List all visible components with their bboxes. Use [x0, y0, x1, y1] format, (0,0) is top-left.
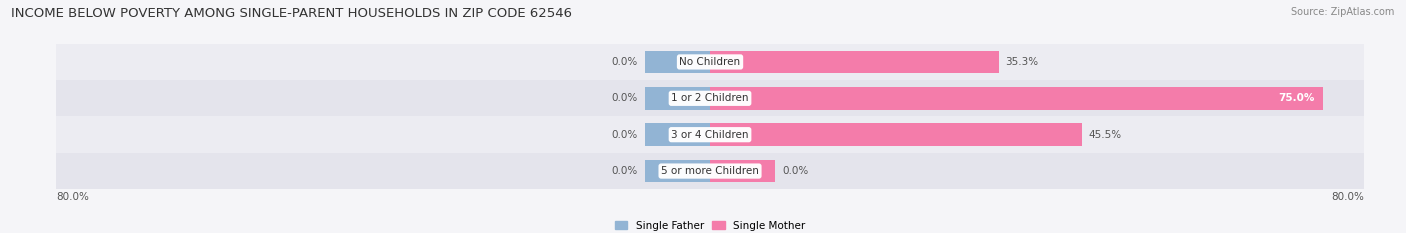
- Text: INCOME BELOW POVERTY AMONG SINGLE-PARENT HOUSEHOLDS IN ZIP CODE 62546: INCOME BELOW POVERTY AMONG SINGLE-PARENT…: [11, 7, 572, 20]
- Bar: [644, 160, 710, 182]
- Text: 3 or 4 Children: 3 or 4 Children: [671, 130, 749, 140]
- Bar: [710, 87, 1323, 110]
- Bar: [56, 153, 1364, 189]
- Text: 0.0%: 0.0%: [612, 93, 638, 103]
- Text: 1 or 2 Children: 1 or 2 Children: [671, 93, 749, 103]
- Bar: [644, 51, 710, 73]
- Text: 5 or more Children: 5 or more Children: [661, 166, 759, 176]
- Text: 0.0%: 0.0%: [612, 57, 638, 67]
- Bar: [710, 123, 1081, 146]
- Bar: [56, 80, 1364, 116]
- Bar: [644, 123, 710, 146]
- Legend: Single Father, Single Mother: Single Father, Single Mother: [614, 221, 806, 231]
- Text: 0.0%: 0.0%: [612, 130, 638, 140]
- Text: 0.0%: 0.0%: [782, 166, 808, 176]
- Text: 0.0%: 0.0%: [612, 166, 638, 176]
- Bar: [644, 87, 710, 110]
- Text: 80.0%: 80.0%: [1331, 192, 1364, 202]
- Text: 35.3%: 35.3%: [1005, 57, 1038, 67]
- Text: 75.0%: 75.0%: [1278, 93, 1315, 103]
- Text: 45.5%: 45.5%: [1088, 130, 1122, 140]
- Text: 80.0%: 80.0%: [56, 192, 89, 202]
- Text: Source: ZipAtlas.com: Source: ZipAtlas.com: [1291, 7, 1395, 17]
- Bar: [56, 44, 1364, 80]
- Bar: [56, 116, 1364, 153]
- Text: No Children: No Children: [679, 57, 741, 67]
- Bar: [710, 51, 998, 73]
- Bar: [710, 160, 776, 182]
